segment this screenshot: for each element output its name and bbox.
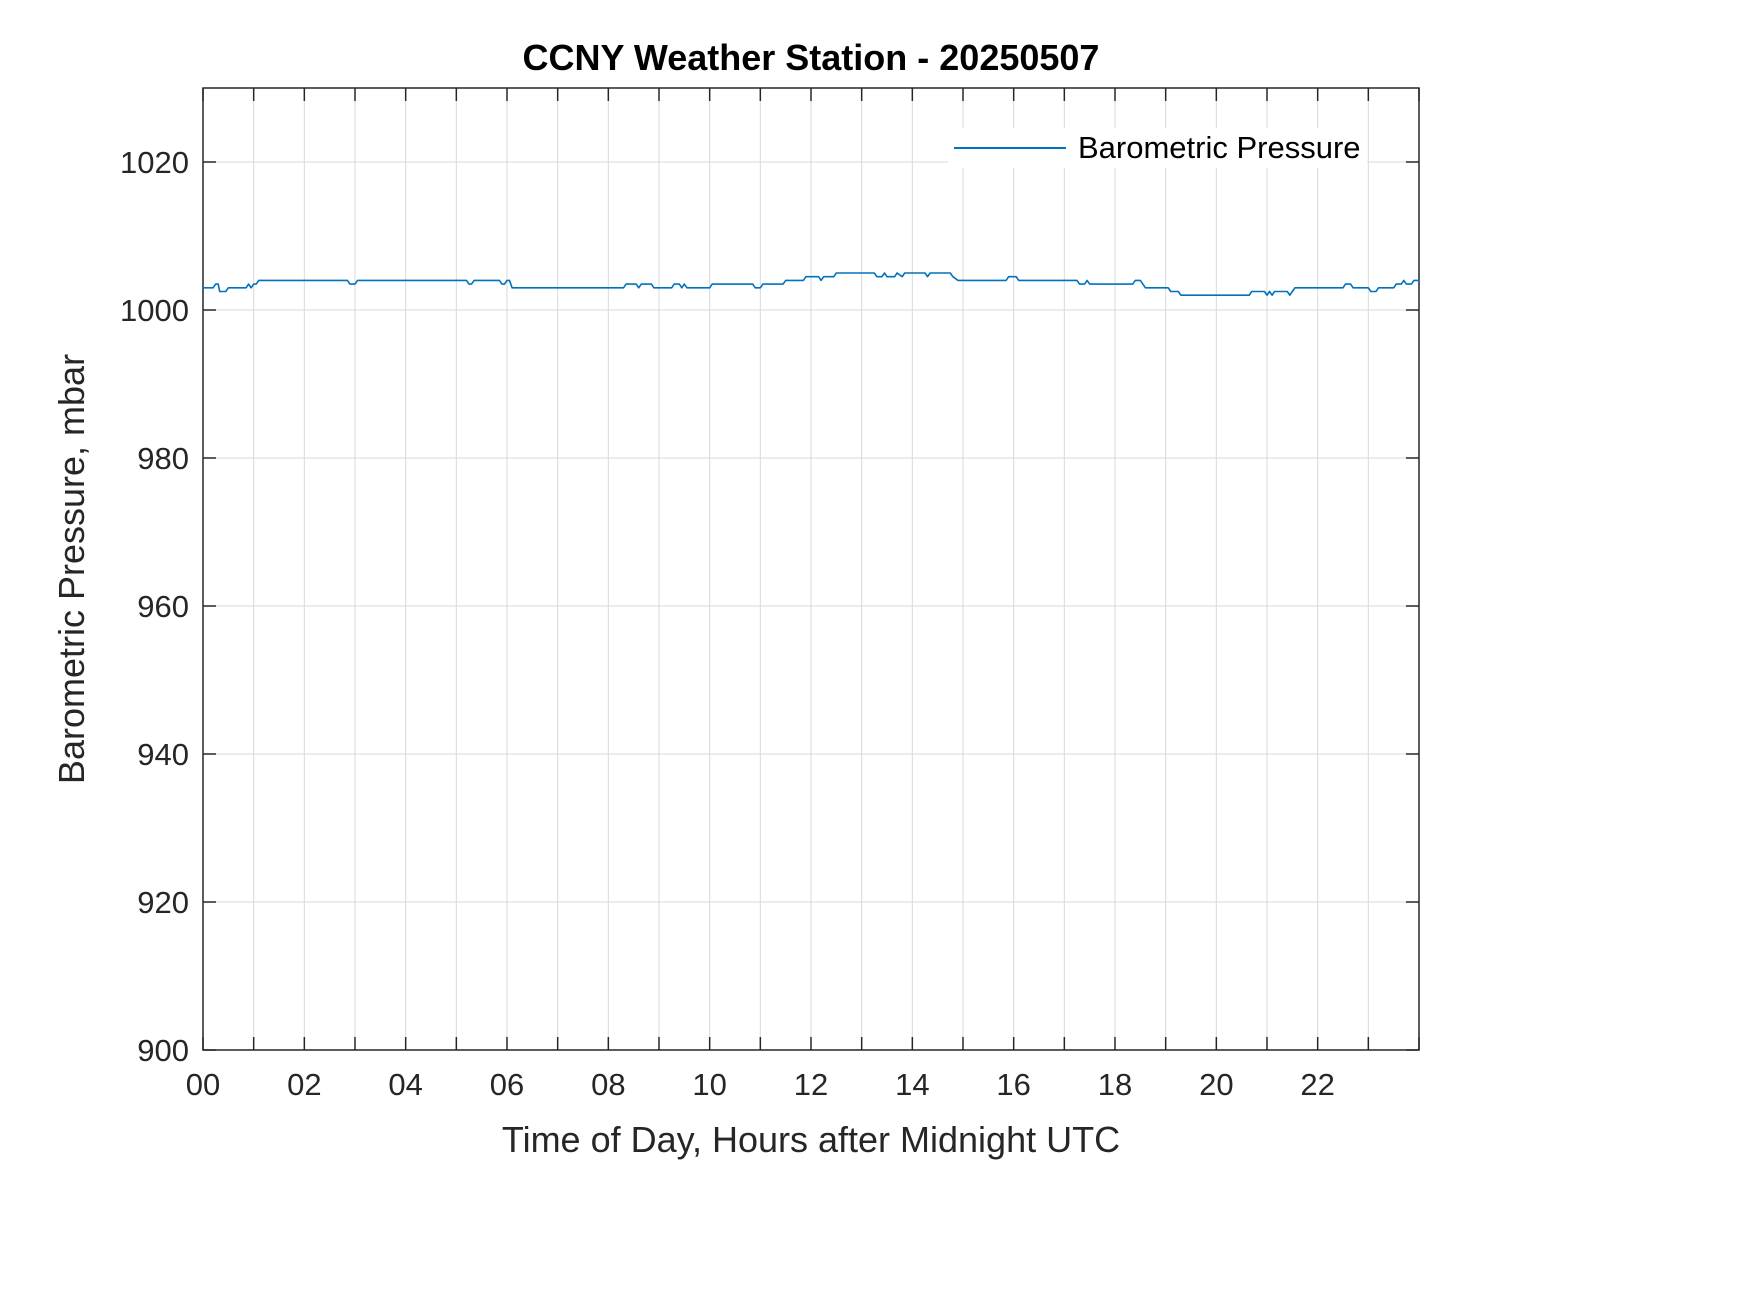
- x-tick-label: 18: [1098, 1067, 1132, 1102]
- x-axis-label: Time of Day, Hours after Midnight UTC: [501, 1119, 1121, 1160]
- x-tick-label: 22: [1300, 1067, 1334, 1102]
- y-tick-label: 980: [137, 441, 189, 476]
- x-tick-label: 14: [895, 1067, 929, 1102]
- y-tick-label: 940: [137, 737, 189, 772]
- legend: Barometric Pressure: [948, 128, 1367, 168]
- x-tick-label: 02: [287, 1067, 321, 1102]
- x-tick-label: 04: [388, 1067, 422, 1102]
- x-tick-label: 16: [996, 1067, 1030, 1102]
- y-tick-label: 1020: [120, 145, 189, 180]
- legend-label: Barometric Pressure: [1078, 130, 1361, 165]
- y-axis-label: Barometric Pressure, mbar: [51, 353, 92, 785]
- y-tick-label: 1000: [120, 293, 189, 328]
- pressure-line: [202, 272, 1420, 297]
- y-tick-label: 920: [137, 885, 189, 920]
- x-tick-label: 20: [1199, 1067, 1233, 1102]
- x-tick-label: 10: [692, 1067, 726, 1102]
- y-tick-label: 900: [137, 1033, 189, 1068]
- x-tick-label: 06: [490, 1067, 524, 1102]
- chart-title: CCNY Weather Station - 20250507: [522, 37, 1100, 78]
- y-tick-label: 960: [137, 589, 189, 624]
- x-tick-label: 12: [794, 1067, 828, 1102]
- legend-line-sample: [954, 147, 1066, 149]
- x-tick-label: 08: [591, 1067, 625, 1102]
- x-tick-label: 00: [186, 1067, 220, 1102]
